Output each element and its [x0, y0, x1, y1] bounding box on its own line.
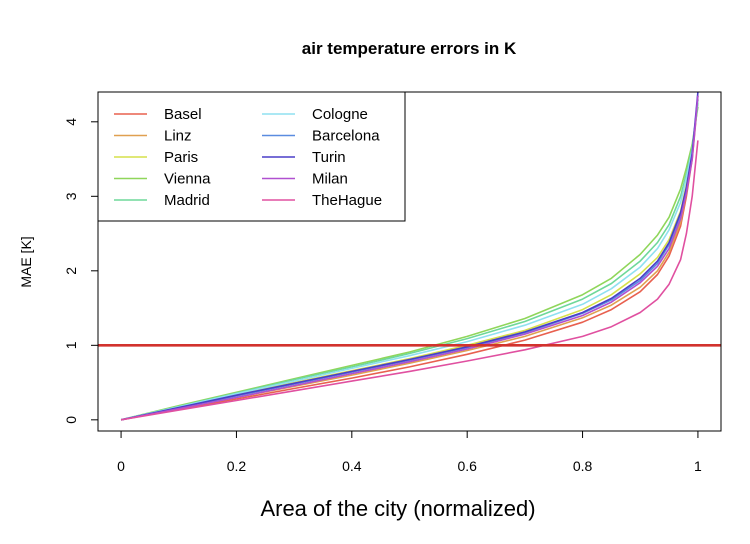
chart-title: air temperature errors in K [302, 39, 517, 58]
legend-label-cologne: Cologne [312, 106, 368, 123]
x-axis: 0 0.2 0.4 0.6 0.8 1 [117, 431, 702, 474]
series-line-milan [120, 95, 699, 421]
x-tick-label: 0.2 [227, 458, 247, 474]
y-tick-label: 0 [63, 416, 79, 424]
series-line-turin [120, 92, 699, 421]
legend-label-thehague: TheHague [312, 192, 382, 209]
plot-frame [97, 91, 722, 432]
x-tick-label: 1 [694, 458, 702, 474]
x-tick-label: 0.4 [342, 458, 362, 474]
x-tick-label: 0.8 [573, 458, 593, 474]
legend-label-barcelona: Barcelona [312, 128, 380, 145]
legend-label-linz: Linz [164, 128, 192, 145]
y-tick-label: 1 [63, 341, 79, 349]
plot-lines [120, 92, 699, 421]
legend: Basel Linz Paris Vienna Madrid Cologne Barcelo… [97, 91, 406, 222]
legend-label-madrid: Madrid [164, 192, 210, 209]
y-axis: 0 1 2 3 4 [63, 118, 98, 424]
legend-box [97, 91, 406, 222]
series-line-cologne [120, 99, 699, 421]
y-tick-label: 4 [63, 118, 79, 126]
y-tick-label: 3 [63, 192, 79, 200]
x-tick-label: 0.6 [457, 458, 477, 474]
series-line-thehague [120, 140, 699, 421]
x-axis-label: Area of the city (normalized) [260, 496, 535, 521]
legend-label-milan: Milan [312, 171, 348, 188]
legend-label-turin: Turin [312, 149, 346, 166]
legend-label-vienna: Vienna [164, 171, 211, 188]
legend-label-basel: Basel [164, 106, 202, 123]
x-tick-label: 0 [117, 458, 125, 474]
legend-label-paris: Paris [164, 149, 198, 166]
y-axis-label: MAE [K] [18, 236, 34, 287]
series-line-madrid [120, 103, 699, 421]
y-tick-label: 2 [63, 267, 79, 275]
